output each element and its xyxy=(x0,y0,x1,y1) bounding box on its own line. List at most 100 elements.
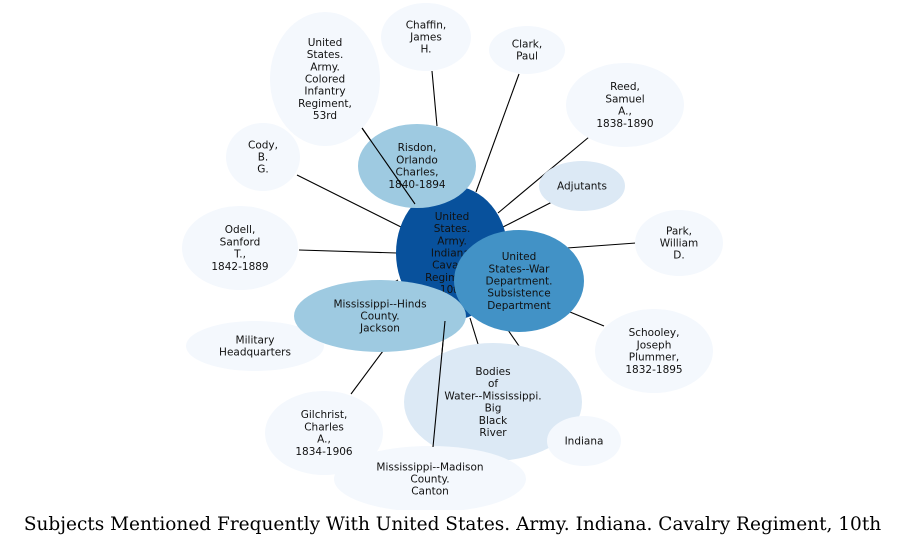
node-risdon-label-line: Orlando xyxy=(396,154,438,166)
node-chaffin-label: Chaffin, James H. xyxy=(406,19,447,55)
edge-center-odell xyxy=(298,249,398,254)
node-reed-label-line: Reed, xyxy=(610,81,640,93)
node-reed-label: Reed, Samuel A., 1838-1890 xyxy=(596,81,653,130)
node-bodies-of-water-bubble xyxy=(404,343,582,461)
node-bodies-of-water-label-line: Water--Mississippi. xyxy=(444,390,541,402)
node-schooley-label-line: Plummer, xyxy=(629,352,679,364)
node-reed-bubble xyxy=(566,63,684,147)
node-odell-label-line: 1842-1889 xyxy=(211,261,268,273)
node-indiana: Indiana xyxy=(547,416,621,466)
node-hinds-bubble xyxy=(294,280,466,352)
node-military-hq-label: Military Headquarters xyxy=(219,334,291,358)
node-war-dept-label-line: United xyxy=(502,251,537,263)
node-center-label-line: United xyxy=(435,211,470,223)
node-colored-infantry-label-line: Regiment, xyxy=(298,98,352,110)
node-madison-label-line: County. xyxy=(410,474,449,486)
node-colored-infantry-label-line: Army. xyxy=(310,61,340,73)
node-colored-infantry-label-line: Colored xyxy=(305,74,345,86)
diagram-title: Subjects Mentioned Frequently With Unite… xyxy=(23,514,882,535)
node-reed-label-line: A., xyxy=(618,106,632,118)
node-odell-label: Odell, Sanford T., 1842-1889 xyxy=(211,224,268,273)
node-madison-label-line: Mississippi--Madison xyxy=(376,461,483,473)
node-risdon-label-line: 1840-1894 xyxy=(388,179,446,191)
edge-center-park xyxy=(566,242,637,249)
node-cody-label-line: G. xyxy=(257,164,268,176)
node-odell: Odell, Sanford T., 1842-1889 xyxy=(182,206,298,290)
node-madison-label: Mississippi--Madison County. Canton xyxy=(376,461,483,497)
node-odell-label-line: Odell, xyxy=(225,224,256,236)
node-schooley-label: Schooley, Joseph Plummer, 1832-1895 xyxy=(625,327,682,376)
node-clark: Clark, Paul xyxy=(489,26,565,74)
node-war-dept-label-line: Department xyxy=(487,300,551,312)
node-gilchrist-bubble xyxy=(265,391,383,475)
node-hinds-label-line: Jackson xyxy=(359,323,400,335)
node-odell-bubble xyxy=(182,206,298,290)
edge-center-chaffin xyxy=(431,70,438,127)
node-gilchrist-label-line: Gilchrist, xyxy=(301,409,348,421)
edge-overlay-madison xyxy=(432,320,446,448)
node-odell-label-line: Sanford xyxy=(220,236,261,248)
node-bodies-of-water-label-line: of xyxy=(488,378,498,390)
node-clark-label-line: Paul xyxy=(516,51,538,63)
node-clark-bubble xyxy=(489,26,565,74)
node-bodies-of-water-label: Bodies of Water--Mississippi. Big Black River xyxy=(444,366,541,439)
node-schooley-label-line: Joseph xyxy=(636,339,672,351)
node-clark-label: Clark, Paul xyxy=(512,38,542,62)
node-chaffin: Chaffin, James H. xyxy=(381,3,471,71)
node-military-hq-label-line: Headquarters xyxy=(219,347,291,359)
node-war-dept-label-line: Department. xyxy=(486,276,553,288)
node-odell-label-line: T., xyxy=(233,249,246,261)
node-reed: Reed, Samuel A., 1838-1890 xyxy=(566,63,684,147)
node-gilchrist-label-line: A., xyxy=(317,434,331,446)
node-bodies-of-water-label-line: Black xyxy=(479,415,508,427)
node-reed-label-line: 1838-1890 xyxy=(596,118,653,130)
node-park-label: Park, William D. xyxy=(660,225,698,261)
node-risdon: Risdon, Orlando Charles, 1840-1894 xyxy=(358,124,476,208)
node-cody-bubble xyxy=(226,123,300,191)
node-center-label-line: States. xyxy=(434,223,471,235)
node-risdon-label: Risdon, Orlando Charles, 1840-1894 xyxy=(388,142,446,191)
node-cody-label-line: Cody, xyxy=(248,139,278,151)
node-cody-label: Cody, B. G. xyxy=(248,139,278,175)
nodes-layer: United States. Army. Colored Infantry Regimen… xyxy=(182,3,723,510)
edge-center-clark xyxy=(475,73,520,193)
node-chaffin-label-line: Chaffin, xyxy=(406,19,447,31)
node-reed-label-line: Samuel xyxy=(605,93,644,105)
node-gilchrist-label: Gilchrist, Charles A., 1834-1906 xyxy=(295,409,353,458)
node-schooley-label-line: Schooley, xyxy=(629,327,680,339)
node-colored-infantry-label: United States. Army. Colored Infantry Regimen… xyxy=(298,37,352,122)
node-bodies-of-water: Bodies of Water--Mississippi. Big Black River xyxy=(404,343,582,461)
node-bodies-of-water-label-line: Bodies xyxy=(475,366,510,378)
node-park-label-line: William xyxy=(660,238,698,250)
node-indiana-label-line: Indiana xyxy=(565,436,604,448)
node-colored-infantry-bubble xyxy=(270,12,380,146)
node-hinds: Mississippi--Hinds County. Jackson xyxy=(294,280,466,352)
node-military-hq-label-line: Military xyxy=(236,334,275,346)
node-gilchrist: Gilchrist, Charles A., 1834-1906 xyxy=(265,391,383,475)
node-colored-infantry-label-line: United xyxy=(308,37,343,49)
edge-center-gilchrist xyxy=(350,350,384,395)
node-cody-label-line: B. xyxy=(258,152,269,164)
node-war-dept-label-line: Subsistence xyxy=(487,288,550,300)
node-chaffin-label-line: James xyxy=(409,32,442,44)
edge-center-schooley xyxy=(569,311,605,327)
node-park-bubble xyxy=(635,210,723,276)
node-schooley: Schooley, Joseph Plummer, 1832-1895 xyxy=(595,309,713,393)
node-colored-infantry-label-line: 53rd xyxy=(313,110,337,122)
node-adjutants: Adjutants xyxy=(539,161,625,211)
node-colored-infantry-label-line: Infantry xyxy=(304,86,345,98)
edge-overlay-colored-infantry xyxy=(361,127,416,205)
node-chaffin-bubble xyxy=(381,3,471,71)
node-indiana-label: Indiana xyxy=(565,436,604,448)
node-center-label-line: Army. xyxy=(437,235,467,247)
node-madison: Mississippi--Madison County. Canton xyxy=(334,446,526,510)
node-military-hq: Military Headquarters xyxy=(186,321,324,371)
node-schooley-bubble xyxy=(595,309,713,393)
node-war-dept-label-line: States--War xyxy=(489,263,551,275)
node-chaffin-label-line: H. xyxy=(420,44,431,56)
edge-center-cody xyxy=(296,174,404,229)
node-bodies-of-water-label-line: River xyxy=(479,427,507,439)
node-hinds-label-line: Mississippi--Hinds xyxy=(333,298,426,310)
node-risdon-label-line: Charles, xyxy=(396,167,439,179)
edge-center-adjutants xyxy=(502,201,553,228)
